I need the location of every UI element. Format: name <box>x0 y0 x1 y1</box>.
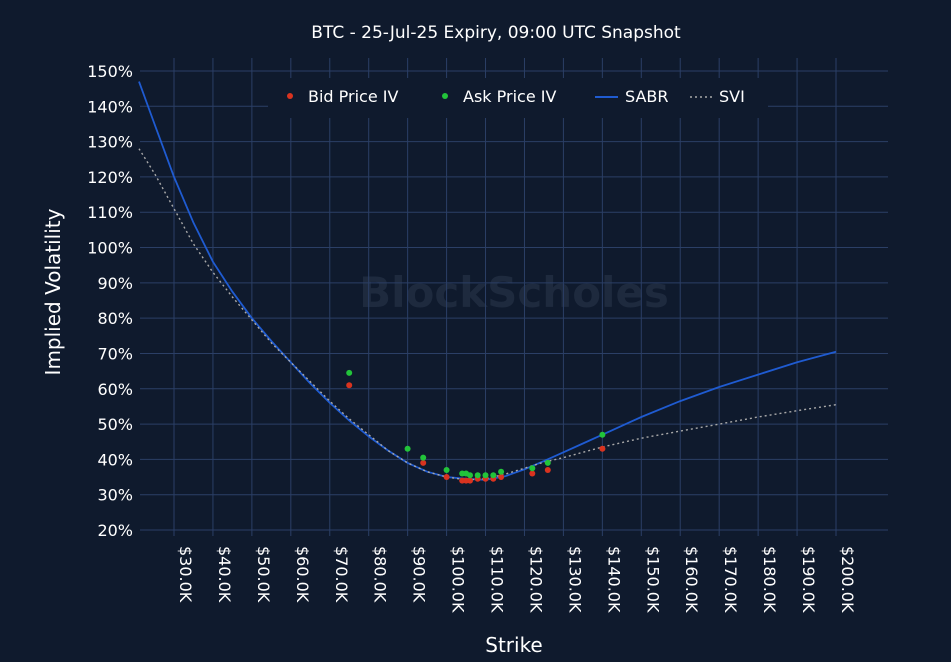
x-axis-tick-labels: $30.0K $40.0K $50.0K $60.0K $70.0K $80.0K $90.… <box>176 546 857 613</box>
y-tick-label: 150% <box>87 62 133 81</box>
ask-iv-point <box>498 468 505 475</box>
ask-iv-point <box>599 431 606 438</box>
legend-svi-label: SVI <box>719 87 745 106</box>
bid-iv-point <box>467 477 473 484</box>
bid-iv-point <box>544 467 551 473</box>
grid-lines <box>140 58 888 536</box>
y-axis-title: Implied Volatility <box>41 208 65 375</box>
x-tick-label: $160.0K <box>682 546 701 613</box>
y-tick-label: 90% <box>97 274 133 293</box>
ask-iv-point <box>544 459 551 466</box>
x-tick-label: $40.0K <box>215 546 234 603</box>
bid-iv-point <box>529 470 536 477</box>
series-points <box>346 369 606 484</box>
bid-iv-point <box>599 445 606 452</box>
y-tick-label: 100% <box>87 239 133 258</box>
bid-iv-point <box>346 382 353 389</box>
x-tick-label: $90.0K <box>410 546 429 603</box>
ask-iv-point <box>404 445 411 452</box>
watermark-logo: BlockScholes <box>359 268 669 317</box>
y-axis-tick-labels: 20% 30% 40% 50% 60% 70% 80% 90% 100% 110% 120% 130%… <box>87 62 133 540</box>
series-line-svi <box>138 148 837 481</box>
y-tick-label: 80% <box>97 309 133 328</box>
x-tick-label: $80.0K <box>371 546 390 603</box>
y-tick-label: 110% <box>87 203 133 222</box>
y-tick-label: 50% <box>97 415 133 434</box>
legend-ask-label: Ask Price IV <box>463 87 556 106</box>
y-tick-label: 130% <box>87 133 133 152</box>
bid-iv-point <box>443 474 450 480</box>
bid-iv-point <box>498 474 505 480</box>
x-tick-label: $50.0K <box>254 546 273 603</box>
ask-iv-point <box>443 467 450 473</box>
legend-bid-marker <box>287 93 293 99</box>
y-tick-label: 40% <box>97 450 133 469</box>
legend-background <box>268 78 768 118</box>
legend-bid-label: Bid Price IV <box>308 87 399 106</box>
x-tick-label: $150.0K <box>643 546 662 613</box>
bid-iv-point <box>420 459 427 466</box>
series-lines <box>138 81 837 481</box>
y-tick-label: 20% <box>97 521 133 540</box>
legend: Bid Price IV Ask Price IV SABR SVI <box>268 78 768 118</box>
ask-iv-point <box>467 472 473 479</box>
x-tick-label: $60.0K <box>293 546 312 603</box>
x-axis-title: Strike <box>485 633 543 657</box>
legend-sabr-label: SABR <box>625 87 669 106</box>
y-tick-label: 140% <box>87 97 133 116</box>
x-tick-label: $100.0K <box>449 546 468 613</box>
ask-iv-point <box>490 472 497 479</box>
ask-iv-point <box>420 454 427 461</box>
x-tick-label: $130.0K <box>565 546 584 613</box>
x-tick-label: $120.0K <box>526 546 545 613</box>
ask-iv-point <box>482 472 489 479</box>
ask-iv-point <box>529 465 536 472</box>
x-tick-label: $170.0K <box>721 546 740 613</box>
x-tick-label: $70.0K <box>332 546 351 603</box>
ask-iv-point <box>474 472 481 479</box>
legend-ask-marker <box>442 93 448 99</box>
y-tick-label: 60% <box>97 380 133 399</box>
x-tick-label: $190.0K <box>799 546 818 613</box>
ask-iv-point <box>346 369 353 376</box>
x-tick-label: $180.0K <box>760 546 779 613</box>
y-tick-label: 120% <box>87 168 133 187</box>
x-tick-label: $140.0K <box>604 546 623 613</box>
x-tick-label: $110.0K <box>488 546 507 613</box>
x-tick-label: $200.0K <box>838 546 857 613</box>
x-tick-label: $30.0K <box>176 546 195 603</box>
y-tick-label: 70% <box>97 344 133 363</box>
y-tick-label: 30% <box>97 486 133 505</box>
chart-title: BTC - 25-Jul-25 Expiry, 09:00 UTC Snapsh… <box>311 23 681 43</box>
series-line-sabr <box>138 81 837 481</box>
